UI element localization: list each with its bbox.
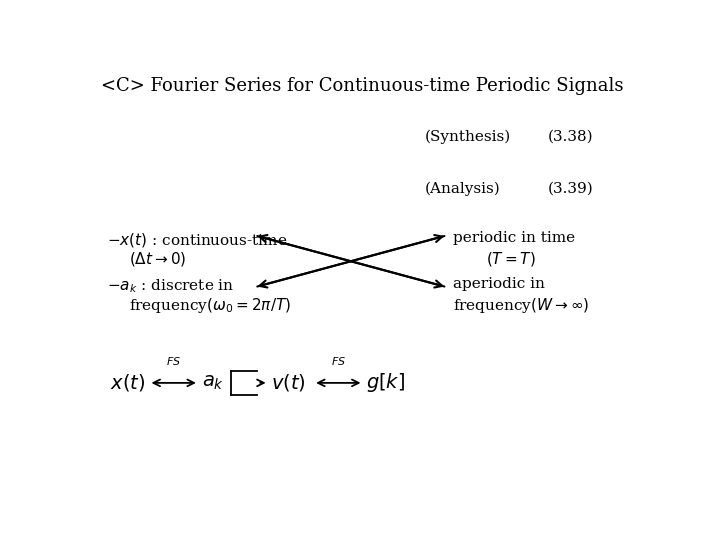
Text: $v(t)$: $v(t)$ (271, 373, 306, 393)
Text: aperiodic in: aperiodic in (453, 277, 544, 291)
Text: (Synthesis): (Synthesis) (425, 129, 511, 144)
Text: <C> Fourier Series for Continuous-time Periodic Signals: <C> Fourier Series for Continuous-time P… (101, 77, 624, 95)
Text: $FS$: $FS$ (330, 355, 346, 367)
Text: $a_k$: $a_k$ (202, 374, 224, 392)
Text: (Analysis): (Analysis) (425, 181, 500, 195)
Text: $(\Delta t \rightarrow 0)$: $(\Delta t \rightarrow 0)$ (129, 250, 186, 268)
Text: $(T = T)$: $(T = T)$ (486, 250, 536, 268)
Text: (3.38): (3.38) (547, 129, 593, 143)
Text: $FS$: $FS$ (166, 355, 181, 367)
Text: $-a_k$ : discrete in: $-a_k$ : discrete in (107, 277, 234, 294)
Text: periodic in time: periodic in time (453, 231, 575, 245)
Text: (3.39): (3.39) (547, 181, 593, 195)
Text: frequency$(\omega_0 = 2\pi / T)$: frequency$(\omega_0 = 2\pi / T)$ (129, 295, 291, 315)
Text: $g[k]$: $g[k]$ (366, 372, 405, 394)
Text: $x(t)$: $x(t)$ (109, 373, 145, 393)
Text: frequency$(W \rightarrow \infty)$: frequency$(W \rightarrow \infty)$ (453, 295, 589, 315)
Text: $-x(t)$ : continuous-time: $-x(t)$ : continuous-time (107, 231, 287, 249)
